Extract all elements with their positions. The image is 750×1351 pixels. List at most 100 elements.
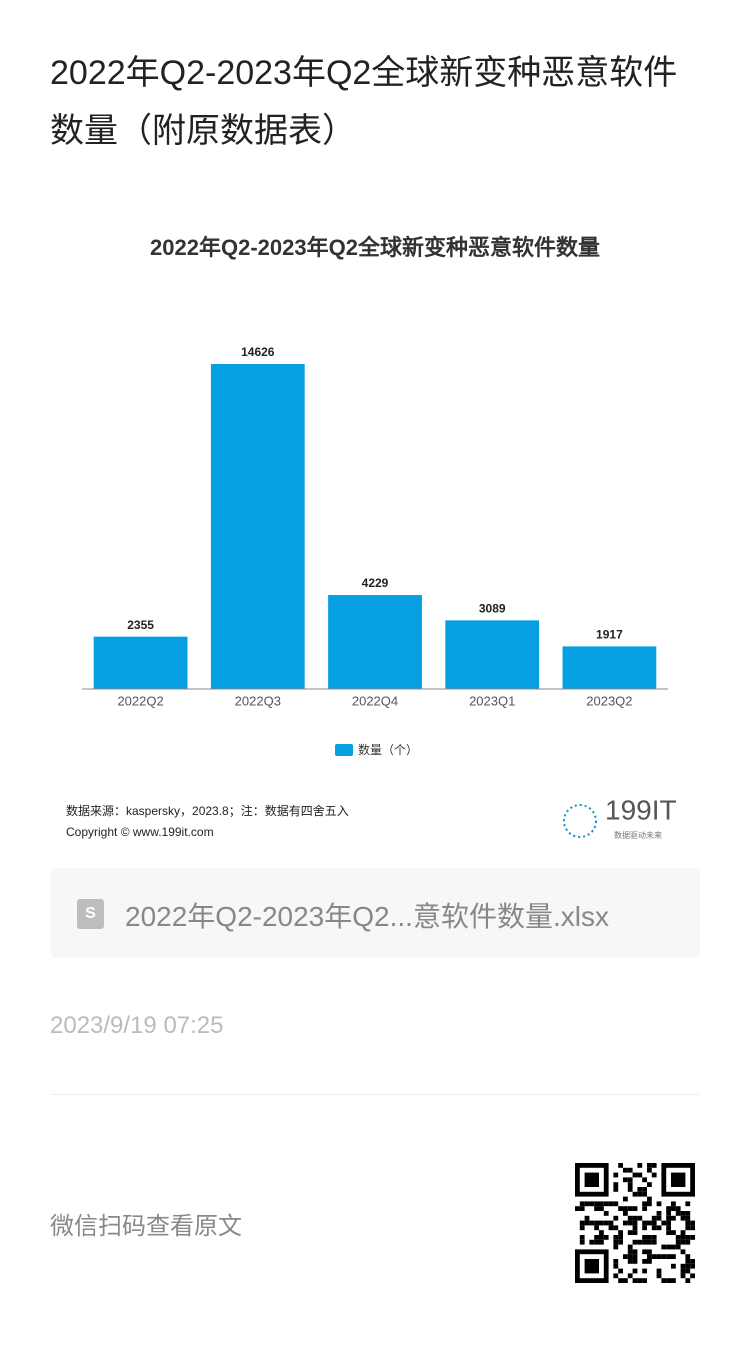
publish-date: 2023/9/19 07:25	[50, 1012, 224, 1039]
qr-module	[627, 1273, 633, 1279]
divider	[50, 1094, 700, 1095]
qr-module	[642, 1268, 647, 1274]
qr-module	[594, 1206, 599, 1211]
qr-module	[589, 1239, 595, 1245]
qr-module	[613, 1273, 619, 1279]
qr-module	[579, 1239, 585, 1245]
data-label: 1917	[596, 628, 623, 642]
attachment[interactable]: S 2022年Q2-2023年Q2...意软件数量.xlsx	[50, 868, 700, 958]
qr-module	[637, 1172, 643, 1178]
qr-module	[651, 1163, 657, 1168]
qr-module	[671, 1278, 676, 1283]
qr-module	[680, 1268, 686, 1274]
qr-module	[623, 1177, 628, 1183]
qr-module	[642, 1206, 647, 1211]
qr-module	[671, 1254, 676, 1259]
qr-module	[647, 1167, 652, 1173]
qr-module	[632, 1278, 638, 1283]
qr-module	[647, 1239, 652, 1245]
qr-module	[642, 1225, 647, 1231]
qr-module	[618, 1278, 623, 1283]
qr-module	[594, 1225, 599, 1231]
qr-module	[647, 1235, 652, 1240]
qr-module	[680, 1249, 686, 1255]
qr-module	[661, 1244, 667, 1250]
qr-module	[632, 1215, 638, 1221]
x-tick-label: 2022Q4	[352, 693, 398, 708]
article-title: 2022年Q2-2023年Q2全球新变种恶意软件数量（附原数据表）	[50, 54, 678, 150]
qr-finder	[584, 1172, 599, 1187]
qr-module	[666, 1244, 671, 1250]
qr-module	[623, 1196, 628, 1202]
qr-module	[627, 1244, 633, 1250]
qr-module	[651, 1220, 657, 1226]
qr-module	[618, 1268, 623, 1274]
logo: 199IT 数据驱动未来	[563, 794, 677, 840]
qr-module	[651, 1239, 657, 1245]
qr-module	[680, 1263, 686, 1269]
qr-module	[603, 1235, 609, 1240]
qr-module	[613, 1263, 619, 1269]
qr-module	[594, 1239, 599, 1245]
qr-module	[671, 1263, 676, 1269]
logo-text: 199IT	[605, 794, 677, 825]
qr-module	[656, 1225, 662, 1231]
bar	[562, 646, 657, 689]
qr-module	[599, 1206, 604, 1211]
qr-module	[618, 1163, 623, 1168]
qr-module	[690, 1225, 695, 1231]
qr-module	[671, 1201, 676, 1207]
qr-module	[613, 1239, 619, 1245]
qr-module	[608, 1220, 614, 1226]
logo-slogan: 数据驱动未来	[614, 830, 662, 840]
qr-module	[656, 1254, 662, 1259]
qr-module	[579, 1220, 585, 1226]
data-label: 3089	[479, 602, 506, 616]
qr-module	[680, 1215, 686, 1221]
qr-module	[627, 1167, 633, 1173]
qr-module	[685, 1263, 691, 1269]
qr-module	[671, 1230, 676, 1235]
bar	[328, 595, 422, 689]
qr-module	[623, 1220, 628, 1226]
qr-module	[613, 1182, 619, 1187]
qr-module	[637, 1278, 643, 1283]
qr-module	[642, 1278, 647, 1283]
qr-module	[613, 1259, 619, 1264]
qr-module	[632, 1191, 638, 1197]
qr-module	[632, 1239, 638, 1245]
qr-module	[599, 1220, 604, 1226]
qr-module	[685, 1225, 691, 1231]
qr-module	[666, 1215, 671, 1221]
data-label: 4229	[362, 576, 389, 590]
qr-module	[618, 1230, 623, 1235]
qr-module	[613, 1201, 619, 1207]
chart-title: 2022年Q2-2023年Q2全球新变种恶意软件数量	[150, 235, 600, 260]
qr-module	[685, 1259, 691, 1264]
qr-module	[618, 1239, 623, 1245]
qr-module	[613, 1215, 619, 1221]
qr-module	[647, 1182, 652, 1187]
qr-module	[608, 1201, 614, 1207]
qr-module	[613, 1225, 619, 1231]
qr-module	[594, 1220, 599, 1226]
qr-module	[690, 1220, 695, 1226]
qr-module	[690, 1259, 695, 1264]
qr-module	[685, 1268, 691, 1274]
qr-module	[685, 1220, 691, 1226]
qr-module	[647, 1259, 652, 1264]
qr-module	[647, 1201, 652, 1207]
qr-module	[613, 1235, 619, 1240]
qr-module	[666, 1220, 671, 1226]
qr-module	[618, 1235, 623, 1240]
qr-module	[642, 1220, 647, 1226]
qr-module	[685, 1235, 691, 1240]
qr-module	[632, 1206, 638, 1211]
qr-module	[613, 1244, 619, 1250]
qr-module	[666, 1206, 671, 1211]
qr-module	[680, 1239, 686, 1245]
qr-module	[584, 1220, 590, 1226]
qr-module	[656, 1215, 662, 1221]
qr-module	[632, 1230, 638, 1235]
qr-module	[608, 1225, 614, 1231]
